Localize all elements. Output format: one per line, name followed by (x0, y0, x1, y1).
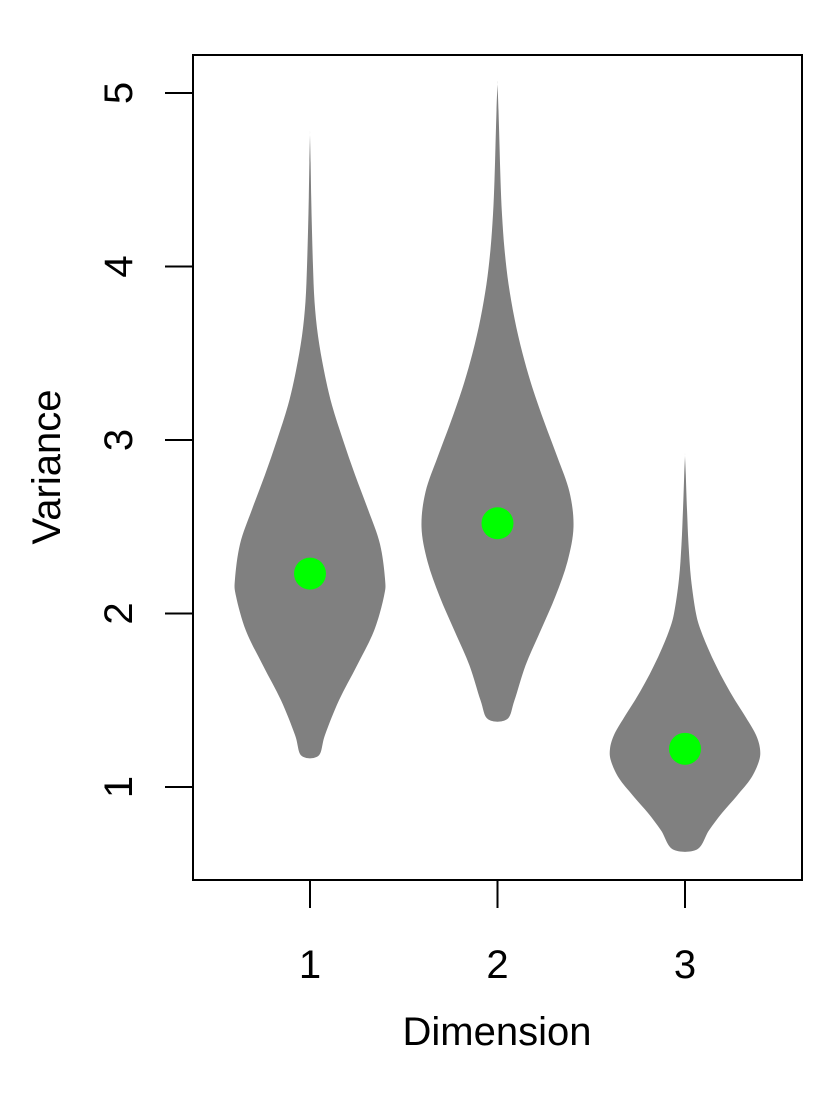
x-tick-label-3: 3 (674, 943, 696, 987)
violin-layer (234, 81, 761, 852)
y-axis-label: Variance (25, 390, 69, 545)
violin-3 (609, 453, 761, 852)
y-tick-label-3: 3 (97, 429, 141, 451)
median-point-2 (481, 507, 514, 540)
y-axis: 1 2 3 4 5 (97, 82, 193, 798)
median-point-1 (294, 557, 326, 590)
violin-1 (234, 131, 386, 759)
x-tick-label-2: 2 (486, 943, 508, 987)
y-tick-label-5: 5 (97, 82, 141, 104)
median-layer (294, 507, 701, 765)
violin-2 (421, 81, 574, 722)
median-point-3 (669, 732, 701, 765)
x-tick-label-1: 1 (299, 943, 321, 987)
y-tick-label-2: 2 (97, 602, 141, 624)
y-tick-label-4: 4 (97, 255, 141, 277)
y-tick-label-1: 1 (97, 776, 141, 798)
x-axis: 1 2 3 (299, 880, 696, 987)
x-axis-label: Dimension (403, 1010, 592, 1054)
